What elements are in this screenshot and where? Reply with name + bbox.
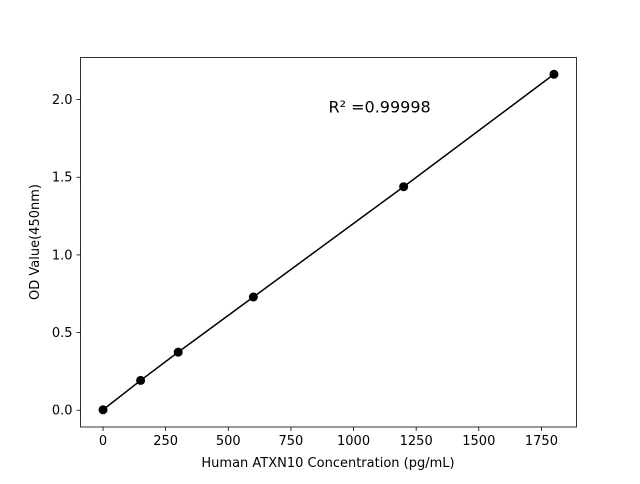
x-tick-label: 500: [216, 434, 241, 449]
data-point: [173, 347, 183, 357]
x-axis-label: Human ATXN10 Concentration (pg/mL): [201, 456, 454, 471]
y-tick-label: 0.5: [52, 326, 73, 341]
y-tick-label: 1.0: [52, 248, 73, 263]
r-squared-annotation: R² =0.99998: [329, 97, 431, 116]
x-tick-label: 250: [153, 434, 178, 449]
series-line: [102, 73, 555, 411]
x-tick-label: 1000: [337, 434, 370, 449]
x-tick-label: 1250: [400, 434, 433, 449]
y-tick-label: 2.0: [52, 93, 73, 108]
data-point: [98, 405, 108, 415]
y-tick-label: 1.5: [52, 171, 73, 186]
x-tick-label: 0: [99, 434, 107, 449]
data-point: [136, 375, 146, 385]
y-axis-label: OD Value(450nm): [28, 184, 43, 300]
y-tick-label: 0.0: [52, 404, 73, 419]
x-tick-label: 1750: [525, 434, 558, 449]
data-point: [549, 69, 559, 79]
plot-frame: [80, 57, 577, 428]
data-point: [399, 182, 409, 192]
x-tick-label: 1500: [462, 434, 495, 449]
x-tick-label: 750: [279, 434, 304, 449]
data-point: [248, 292, 258, 302]
